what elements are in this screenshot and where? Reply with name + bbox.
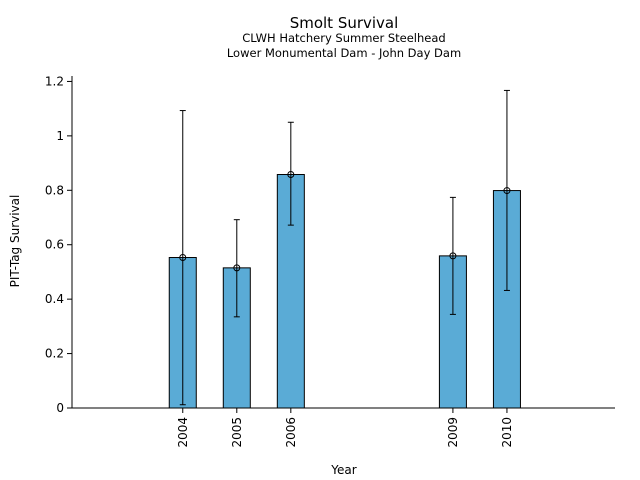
data-point-marker xyxy=(233,264,241,272)
chart-subtitle-line-1: CLWH Hatchery Summer Steelhead xyxy=(242,31,445,45)
y-tick-label: 0 xyxy=(56,401,64,415)
data-point-marker xyxy=(449,252,457,260)
y-tick-label: 1 xyxy=(56,129,64,143)
chart-subtitle-line-2: Lower Monumental Dam - John Day Dam xyxy=(227,46,461,60)
data-point-marker xyxy=(179,254,187,262)
chart-title: Smolt Survival xyxy=(290,14,399,32)
x-tick-label: 2006 xyxy=(284,417,298,448)
y-axis-label: PIT-Tag Survival xyxy=(8,195,22,288)
y-tick-label: 0.4 xyxy=(45,292,64,306)
y-tick-label: 1.2 xyxy=(45,74,64,88)
plot-area: 0 0.2 0.4 0.6 0.8 1 1.2 2004 2005 2006 2009 2010 xyxy=(45,74,615,448)
x-tick-label: 2005 xyxy=(230,417,244,448)
data-point-marker xyxy=(503,187,511,195)
y-tick-label: 0.8 xyxy=(45,183,64,197)
x-tick-label: 2009 xyxy=(446,417,460,448)
y-tick-label: 0.2 xyxy=(45,347,64,361)
x-tick-label: 2010 xyxy=(500,417,514,448)
data-point-marker xyxy=(287,171,295,179)
x-tick-label: 2004 xyxy=(176,417,190,448)
y-tick-label: 0.6 xyxy=(45,238,64,252)
x-axis-label: Year xyxy=(330,463,356,477)
